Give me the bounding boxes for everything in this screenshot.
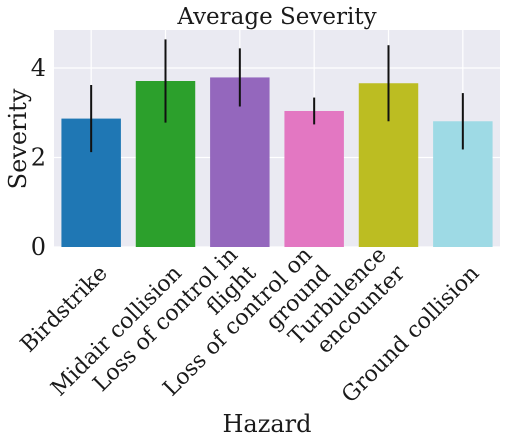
y-tick-labels: 0 2 4	[31, 54, 46, 261]
y-tick-label: 0	[31, 233, 46, 261]
plot-area	[54, 30, 500, 247]
bars	[61, 77, 493, 247]
y-axis-label: Severity	[4, 88, 32, 189]
x-axis-label: Hazard	[222, 410, 311, 438]
y-tick-label: 4	[31, 54, 46, 82]
y-tick-label: 2	[31, 144, 46, 172]
error-bars	[90, 39, 464, 153]
chart-title: Average Severity	[176, 4, 376, 30]
bar	[284, 110, 344, 247]
